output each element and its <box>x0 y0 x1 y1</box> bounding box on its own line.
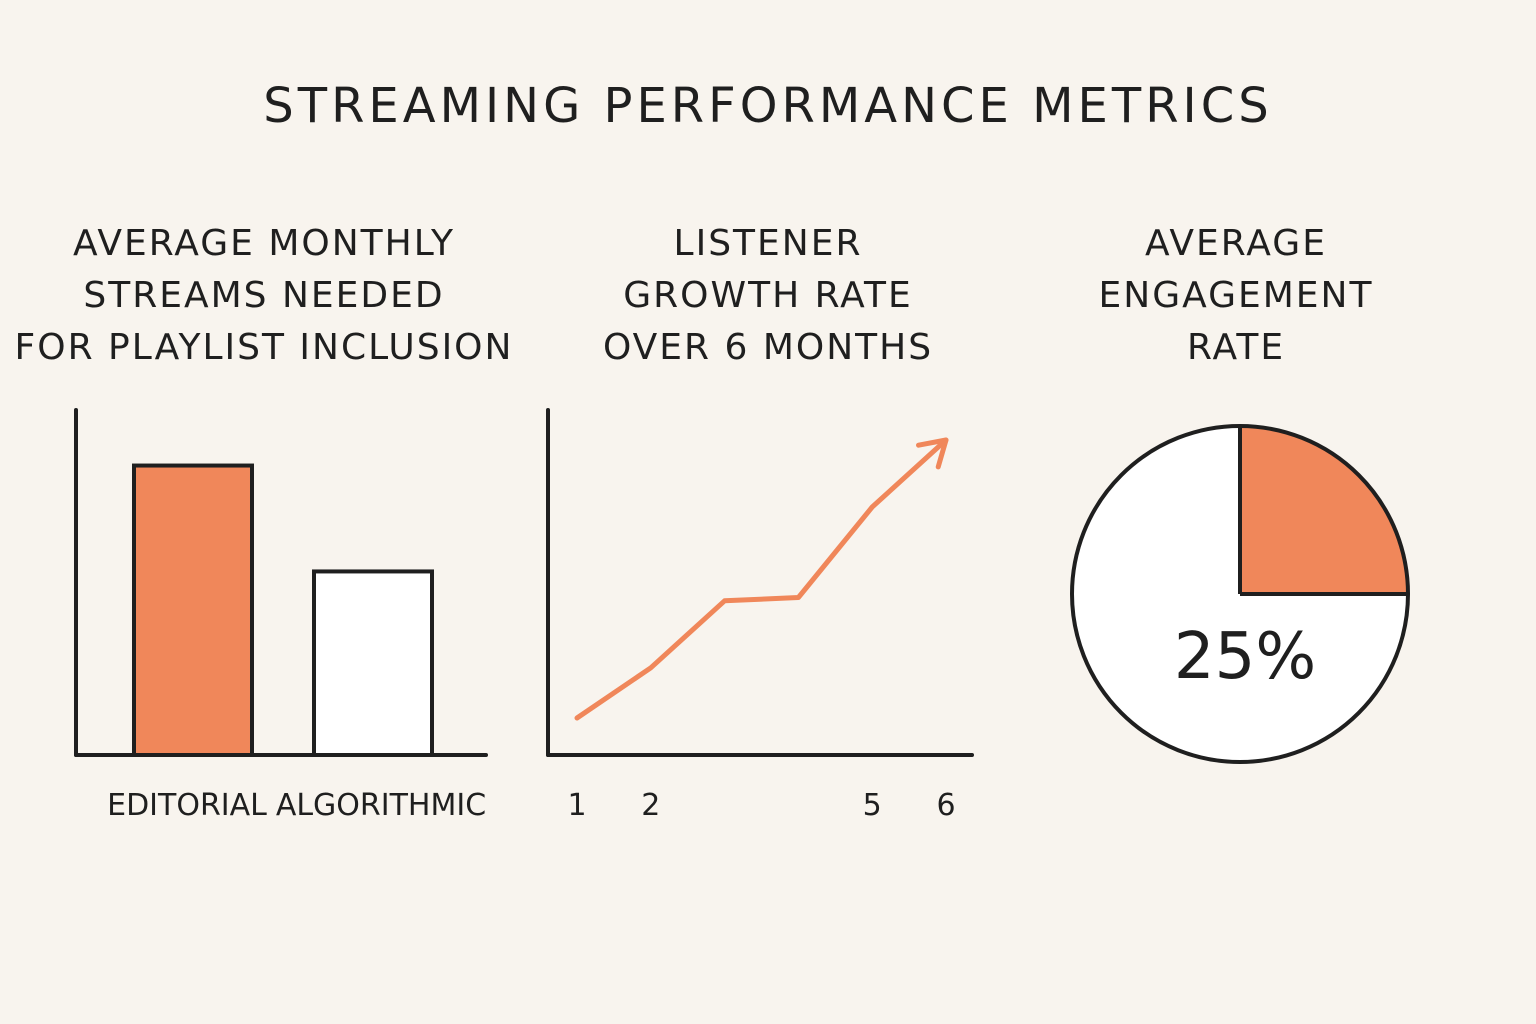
pie-chart-title-line: RATE <box>1186 327 1286 368</box>
pie-outline <box>1070 424 1410 764</box>
line-x-tick-label: 1 <box>567 788 586 823</box>
line-chart-title-line: LISTENER <box>673 223 863 264</box>
line-x-tick-label: 5 <box>863 788 882 823</box>
line-chart-title-line: OVER 6 MONTHS <box>602 327 934 368</box>
bar <box>132 463 254 757</box>
pie-chart-title-line: ENGAGEMENT <box>1098 275 1374 316</box>
bar-category-label: EDITORIAL <box>107 788 267 823</box>
bar-category-label: ALGORITHMIC <box>276 788 486 823</box>
bar-chart-title: AVERAGE MONTHLY STREAMS NEEDED FOR PLAYL… <box>14 218 514 374</box>
line-x-tick-label: 6 <box>936 788 955 823</box>
bar <box>312 569 434 757</box>
bar-chart-title-line: AVERAGE MONTHLY <box>73 223 455 264</box>
pie-chart-title-line: AVERAGE <box>1145 223 1327 264</box>
pie-slice <box>1240 426 1408 594</box>
pie-data-label: 25% <box>1174 620 1316 694</box>
line-chart-title: LISTENER GROWTH RATE OVER 6 MONTHS <box>518 218 1018 374</box>
line-series <box>574 437 949 721</box>
bar-chart-title-line: STREAMS NEEDED <box>83 275 445 316</box>
line-chart-title-line: GROWTH RATE <box>623 275 913 316</box>
page-title: STREAMING PERFORMANCE METRICS <box>263 78 1273 134</box>
line-x-tick-label: 2 <box>641 788 660 823</box>
bar-chart-title-line: FOR PLAYLIST INCLUSION <box>14 327 514 368</box>
pie-chart-title: AVERAGE ENGAGEMENT RATE <box>986 218 1486 374</box>
line-arrowhead <box>916 437 949 470</box>
